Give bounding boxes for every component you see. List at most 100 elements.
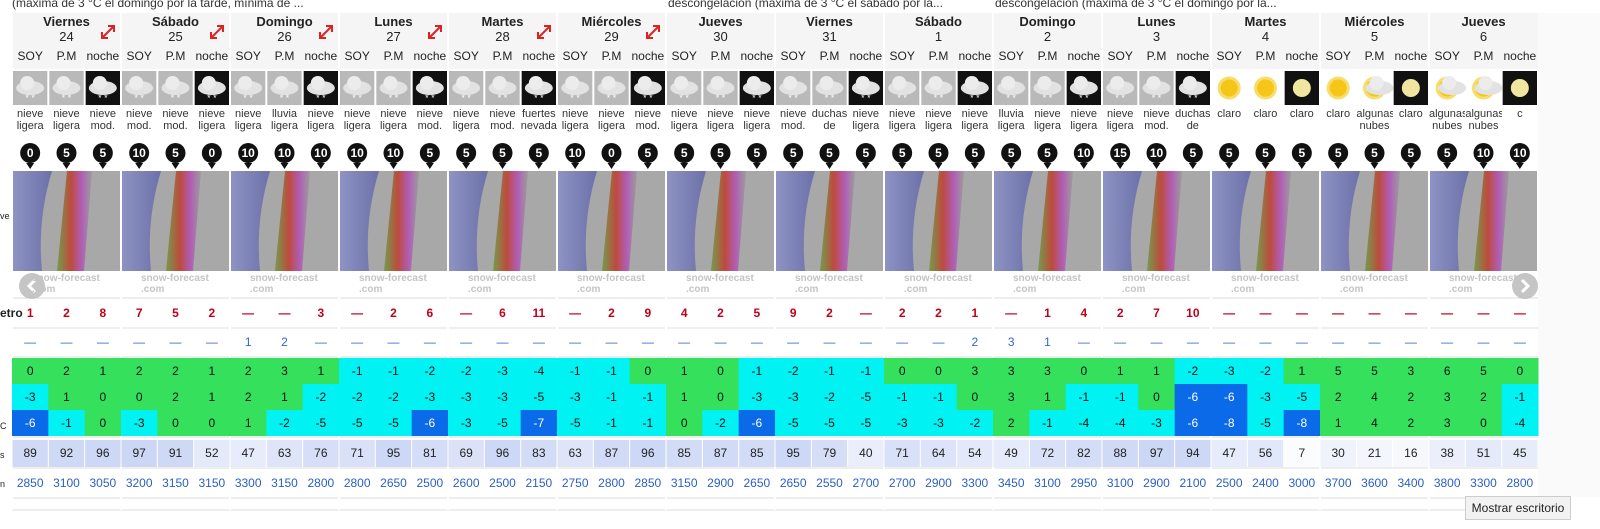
day-date: 29 xyxy=(604,29,619,44)
temperature-cell xyxy=(557,358,594,384)
temperature-cell xyxy=(448,384,485,410)
wind-circle xyxy=(1291,143,1312,163)
wind-arrow xyxy=(1297,163,1306,169)
rain-amount: — xyxy=(787,335,800,349)
temperature-cell xyxy=(157,410,195,436)
wind-circle xyxy=(238,143,259,163)
wind-arrow xyxy=(389,163,398,169)
watermark: snow-forecast xyxy=(359,273,427,284)
rain-amount: — xyxy=(750,335,763,349)
weather-text: nieve ligera xyxy=(670,108,698,132)
watermark: .com xyxy=(1013,284,1037,295)
temperature: 2 xyxy=(1407,390,1415,404)
moon-icon xyxy=(1401,79,1420,97)
temperature-cell xyxy=(121,358,158,384)
period-label: SOY xyxy=(671,49,697,63)
temperature-cell xyxy=(157,358,195,384)
temperature-cell xyxy=(193,410,231,436)
precip-icon: * * xyxy=(825,93,835,103)
precip-icon: * * xyxy=(1188,93,1198,103)
cloud-icon xyxy=(56,76,71,90)
temperature: -2 xyxy=(424,364,436,378)
map-ridge xyxy=(602,171,637,271)
temperature: 2 xyxy=(1334,390,1342,404)
humidity-cell xyxy=(775,440,811,467)
period-label: P.M xyxy=(56,49,77,63)
wind-arrow xyxy=(244,163,253,169)
wind-speed: 5 xyxy=(789,146,797,160)
snow-amount: 1 xyxy=(1044,306,1051,320)
temperature: -3 xyxy=(460,390,472,404)
humidity: 89 xyxy=(23,446,37,460)
temperature: -3 xyxy=(896,416,908,430)
wind-circle xyxy=(56,143,77,163)
period-label: SOY xyxy=(1216,49,1242,63)
expand-icon xyxy=(428,25,442,39)
nav-next[interactable] xyxy=(1512,273,1538,299)
wind-arrow xyxy=(280,163,289,169)
wind-arrow xyxy=(1443,163,1452,169)
period-label: noche xyxy=(849,49,883,63)
snow-amount: 2 xyxy=(935,306,942,320)
rain-amount: — xyxy=(532,335,545,349)
temperature-cell xyxy=(557,384,594,410)
weather-text: claro xyxy=(1253,108,1278,120)
humidity-cell xyxy=(339,440,375,467)
wind-circle xyxy=(310,143,331,163)
temperature: -5 xyxy=(1260,416,1271,430)
snow-amount: 2 xyxy=(826,306,833,320)
temperature-cell xyxy=(1356,358,1394,384)
temperature: -3 xyxy=(424,390,436,404)
temperature: 0 xyxy=(208,416,216,430)
temperature-cell xyxy=(1138,358,1176,384)
temperature: 0 xyxy=(935,364,942,378)
temperature-cell xyxy=(738,358,776,384)
humidity: 16 xyxy=(1404,446,1418,460)
day-date: 26 xyxy=(277,29,292,44)
nav-prev[interactable] xyxy=(19,273,45,299)
temperature-cell xyxy=(411,384,449,410)
temperature: -3 xyxy=(497,390,508,404)
period-label: P.M xyxy=(165,49,186,63)
temperature: 2 xyxy=(1480,390,1487,404)
watermark: snow-forecast xyxy=(795,273,863,284)
temperature-cell xyxy=(411,358,449,384)
temperature: 2 xyxy=(172,364,179,378)
freezing-level: 3100 xyxy=(53,476,80,490)
wind-arrow xyxy=(1225,163,1234,169)
temperature: 1 xyxy=(1044,390,1051,404)
sun-icon xyxy=(1326,76,1350,100)
nav-prev-chevron xyxy=(26,278,37,294)
temperature-cell xyxy=(1247,410,1285,436)
temperature-cell xyxy=(884,358,921,384)
weather-text: nieve mod. xyxy=(489,108,516,132)
wind-circle xyxy=(456,143,477,163)
wind-arrow xyxy=(26,163,35,169)
day-name: Sábado xyxy=(152,14,199,29)
rain-amount: — xyxy=(1513,335,1526,349)
temperature-cell xyxy=(302,384,340,410)
wind-arrow xyxy=(1116,163,1125,169)
humidity-cell xyxy=(121,440,157,467)
temperature-cell xyxy=(775,410,812,436)
wind-speed: 10 xyxy=(1149,146,1164,160)
humidity: 85 xyxy=(677,446,691,460)
temperature: 0 xyxy=(717,364,724,378)
humidity-cell xyxy=(157,440,194,467)
period-label: SOY xyxy=(1325,49,1351,63)
precip-icon: * * xyxy=(316,93,326,103)
desktop-button[interactable]: Mostrar escritorio xyxy=(1465,496,1571,520)
watermark: .com xyxy=(795,284,819,295)
temperature-cell xyxy=(1138,384,1176,410)
rain-amount: — xyxy=(932,335,945,349)
temperature: 3 xyxy=(1044,364,1051,378)
temperature: 0 xyxy=(135,390,143,404)
temperature: 1 xyxy=(99,364,107,378)
wind-circle xyxy=(1328,143,1349,163)
cloud-icon xyxy=(238,76,253,90)
rain-amount: — xyxy=(1295,335,1308,349)
rain-amount: — xyxy=(205,335,218,349)
wind-arrow xyxy=(1334,163,1343,169)
humidity-cell xyxy=(557,440,593,467)
temperature: -4 xyxy=(1114,416,1126,430)
